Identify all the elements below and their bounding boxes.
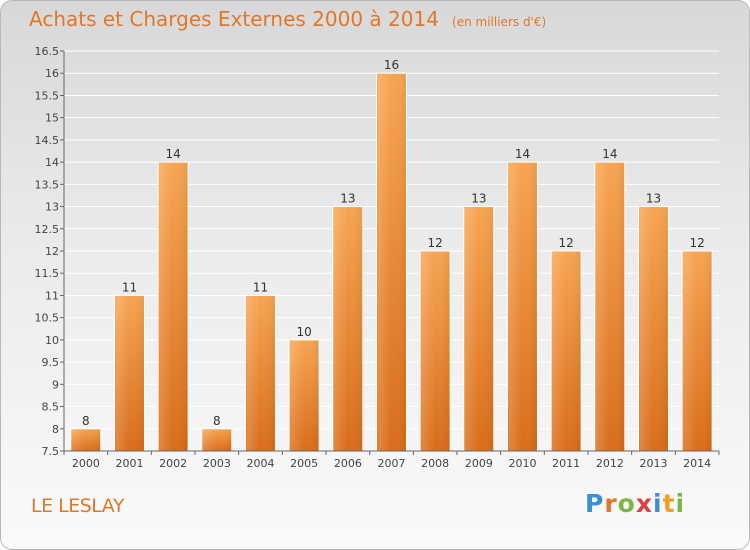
bar-value-label: 13 [646, 192, 661, 206]
bar-value-label: 11 [122, 280, 137, 294]
bar-value-label: 12 [559, 236, 574, 250]
y-tick-label: 9 [52, 378, 59, 391]
x-tick-label: 2012 [596, 457, 624, 470]
commune-name: LE LESLAY [31, 495, 124, 517]
bar-2010: 14 [507, 147, 538, 452]
x-tick-label: 2005 [290, 457, 318, 470]
bar-shine [202, 429, 231, 451]
y-tick-label: 13.5 [35, 178, 60, 191]
x-tick-label: 2000 [72, 457, 100, 470]
x-tick-label: 2008 [421, 457, 449, 470]
x-tick-label: 2009 [465, 457, 493, 470]
y-tick-label: 14 [45, 156, 59, 169]
x-tick-label: 2004 [247, 457, 275, 470]
logo-letter: x [635, 489, 653, 518]
bar-2008: 12 [419, 236, 451, 452]
x-tick-label: 2002 [159, 457, 187, 470]
logo-letter: P [585, 489, 605, 518]
bar-shine [377, 74, 406, 451]
x-tick-label: 2010 [509, 457, 537, 470]
x-tick-label: 2007 [378, 457, 406, 470]
bar-shine [115, 296, 144, 451]
y-tick-label: 15.5 [35, 89, 60, 102]
bar-shine [639, 207, 668, 451]
bar-value-label: 12 [428, 236, 443, 250]
bar-value-label: 14 [166, 147, 181, 161]
bar-2001: 11 [114, 280, 145, 452]
y-tick-label: 7.5 [42, 445, 60, 458]
x-tick-label: 2011 [552, 457, 580, 470]
y-axis: 7.5 8 8.5 9 9.5 10 10.5 11 11.5 12 12.5 13 13.5 14 14.… [35, 45, 65, 458]
y-tick-label: 11 [45, 289, 59, 302]
bar-2014: 12 [681, 236, 713, 452]
logo-letter: i [653, 489, 663, 518]
y-tick-label: 16 [45, 67, 59, 80]
bar-2005: 10 [288, 325, 320, 452]
bar-2006: 13 [332, 192, 364, 452]
y-tick-label: 10.5 [35, 312, 60, 325]
x-axis: 2000 2001 2002 2003 2004 2005 2006 2007 2008 2009… [63, 450, 720, 470]
bar-value-label: 13 [471, 192, 486, 206]
bars-group: 8 11 14 8 11 10 13 16 12 13 14 12 14 13 12 [70, 58, 713, 452]
bar-shine [595, 163, 624, 451]
bar-2012: 14 [594, 147, 626, 452]
logo-letter: o [617, 489, 636, 518]
bar-2011: 12 [550, 236, 582, 452]
bar-2007: 16 [376, 58, 407, 452]
y-tick-label: 9.5 [42, 356, 60, 369]
bar-shine [552, 252, 581, 451]
y-tick-label: 12 [45, 245, 59, 258]
y-tick-label: 8 [52, 423, 59, 436]
bar-2013: 13 [638, 192, 669, 452]
bar-shine [421, 252, 450, 451]
bar-value-label: 12 [690, 236, 705, 250]
y-tick-label: 11.5 [35, 267, 60, 280]
logo-letter: t [662, 489, 676, 518]
bar-2009: 13 [463, 192, 495, 452]
title-text: Achats et Charges Externes 2000 à 2014 [29, 7, 439, 31]
bar-shine [159, 163, 188, 451]
bar-2004: 11 [245, 280, 276, 452]
bar-value-label: 14 [515, 147, 530, 161]
bar-shine [464, 207, 493, 451]
bar-value-label: 13 [340, 192, 355, 206]
bar-2000: 8 [70, 414, 102, 452]
x-tick-label: 2003 [203, 457, 231, 470]
proxiti-logo: Proxiti [585, 489, 685, 518]
unit-text: (en milliers d'€) [452, 15, 547, 29]
bar-shine [246, 296, 275, 451]
bar-shine [683, 252, 712, 451]
y-tick-label: 13 [45, 201, 59, 214]
logo-letter: i [675, 489, 686, 518]
bar-value-label: 16 [384, 58, 399, 72]
x-tick-label: 2014 [683, 457, 711, 470]
bar-value-label: 8 [82, 414, 90, 428]
bar-2002: 14 [157, 147, 189, 452]
y-tick-label: 12.5 [35, 223, 60, 236]
bar-2003: 8 [201, 414, 233, 452]
y-tick-label: 14.5 [35, 134, 60, 147]
x-tick-label: 2013 [640, 457, 668, 470]
bar-shine [333, 207, 362, 451]
bar-shine [71, 429, 100, 451]
y-tick-label: 8.5 [42, 401, 60, 414]
bar-shine [290, 340, 319, 451]
x-tick-label: 2006 [334, 457, 362, 470]
bar-shine [508, 163, 537, 451]
bar-value-label: 10 [297, 325, 312, 339]
logo-letter: r [604, 489, 618, 518]
y-tick-label: 10 [45, 334, 59, 347]
bar-value-label: 11 [253, 280, 268, 294]
bar-value-label: 8 [213, 414, 221, 428]
bar-value-label: 14 [602, 147, 617, 161]
chart-title: Achats et Charges Externes 2000 à 2014 (… [29, 7, 546, 31]
y-tick-label: 16.5 [35, 45, 60, 58]
x-tick-label: 2001 [116, 457, 144, 470]
y-tick-label: 15 [45, 112, 59, 125]
